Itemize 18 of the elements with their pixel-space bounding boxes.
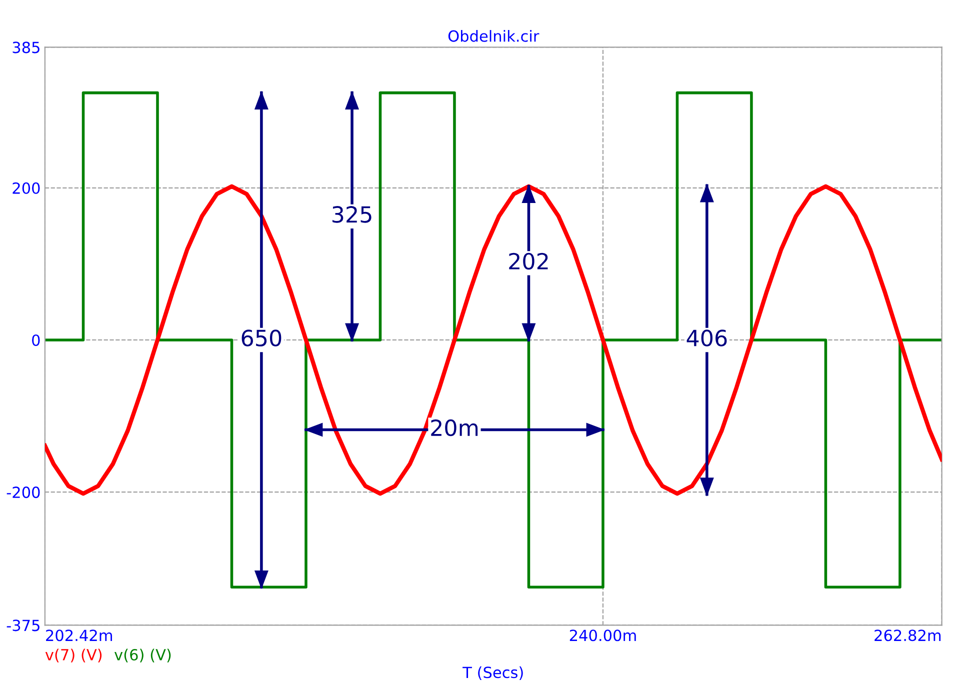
y-tick-label: 0 [32, 334, 40, 346]
series-label: 325 [332, 206, 372, 223]
series-label: 202 [509, 252, 548, 270]
x-tick-label: 262.82m [874, 630, 941, 642]
text: v(6) (V) [114, 648, 171, 662]
y-tick-label: -375 [6, 620, 40, 632]
x-tick-label: 240.00m [570, 630, 636, 642]
line-series [44, 184, 942, 496]
y-tick-label: 385 [12, 42, 40, 54]
text: v(7) (V) [45, 648, 102, 662]
x-axis-title: T (Secs) [462, 666, 523, 680]
series-label: 406 [686, 330, 727, 346]
series-label: 650 [242, 330, 282, 346]
x-tick-label: 202.42m [46, 630, 112, 642]
y-tick-label: 200 [12, 182, 40, 194]
chart-title: Obdelnik.cir [448, 30, 540, 42]
series-label: 20m [431, 419, 478, 436]
y-tick-label: -200 [6, 486, 40, 498]
